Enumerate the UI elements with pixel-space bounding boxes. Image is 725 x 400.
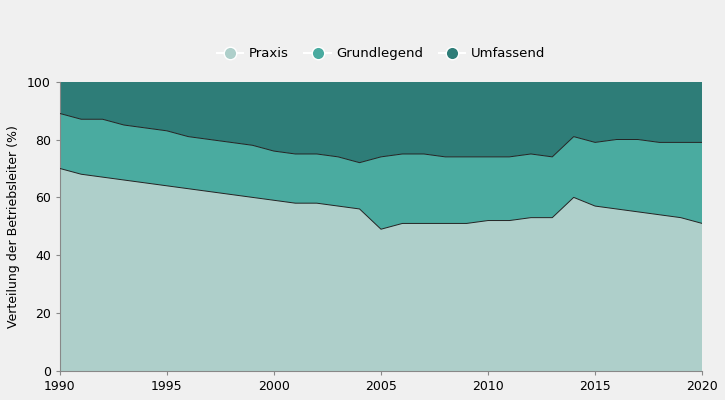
Y-axis label: Verteilung der Betriebsleiter (%): Verteilung der Betriebsleiter (%) [7,125,20,328]
Legend: Praxis, Grundlegend, Umfassend: Praxis, Grundlegend, Umfassend [212,42,550,66]
